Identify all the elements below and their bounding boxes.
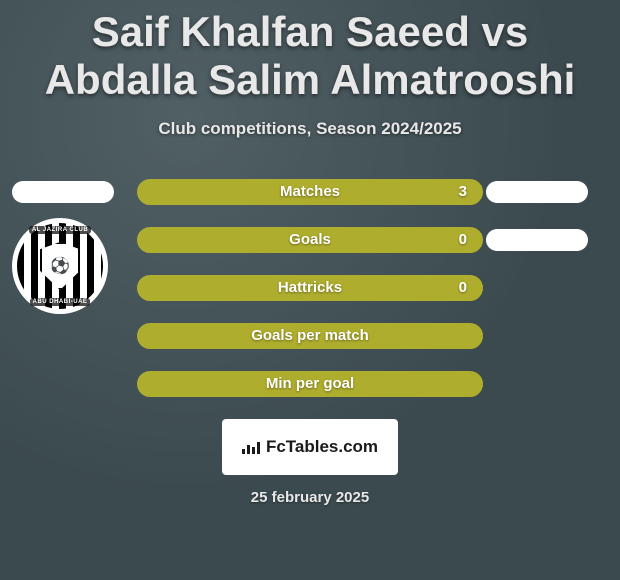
- right-value-bubble: [486, 181, 588, 203]
- comparison-card: Saif Khalfan Saeed vs Abdalla Salim Alma…: [0, 0, 620, 580]
- stat-row: Matches 3: [10, 179, 610, 205]
- stat-pill: Matches 3: [137, 179, 483, 205]
- stats-list: Matches 3 Goals 0 Hattricks 0 Goals per match M…: [0, 179, 620, 397]
- stat-label: Hattricks: [278, 279, 342, 296]
- stat-label: Goals: [289, 231, 331, 248]
- stat-label: Goals per match: [251, 327, 369, 344]
- bar-chart-icon: [242, 440, 260, 454]
- stat-label: Min per goal: [266, 375, 354, 392]
- stat-pill: Goals per match: [137, 323, 483, 349]
- stat-value-right: 0: [459, 231, 467, 248]
- left-value-bubble: [12, 181, 114, 203]
- stat-row: Min per goal: [10, 371, 610, 397]
- stat-value-right: 0: [459, 279, 467, 296]
- stat-pill: Goals 0: [137, 227, 483, 253]
- subtitle: Club competitions, Season 2024/2025: [0, 119, 620, 139]
- stat-row: Goals per match: [10, 323, 610, 349]
- right-value-bubble: [486, 229, 588, 251]
- stat-pill: Hattricks 0: [137, 275, 483, 301]
- stat-label: Matches: [280, 183, 340, 200]
- footer-brand-text: FcTables.com: [266, 437, 378, 457]
- title: Saif Khalfan Saeed vs Abdalla Salim Alma…: [0, 0, 620, 105]
- footer-brand-badge[interactable]: FcTables.com: [222, 419, 398, 475]
- stat-row: Goals 0: [10, 227, 610, 253]
- date: 25 february 2025: [0, 489, 620, 506]
- stat-value-right: 3: [459, 183, 467, 200]
- stat-pill: Min per goal: [137, 371, 483, 397]
- stat-row: Hattricks 0: [10, 275, 610, 301]
